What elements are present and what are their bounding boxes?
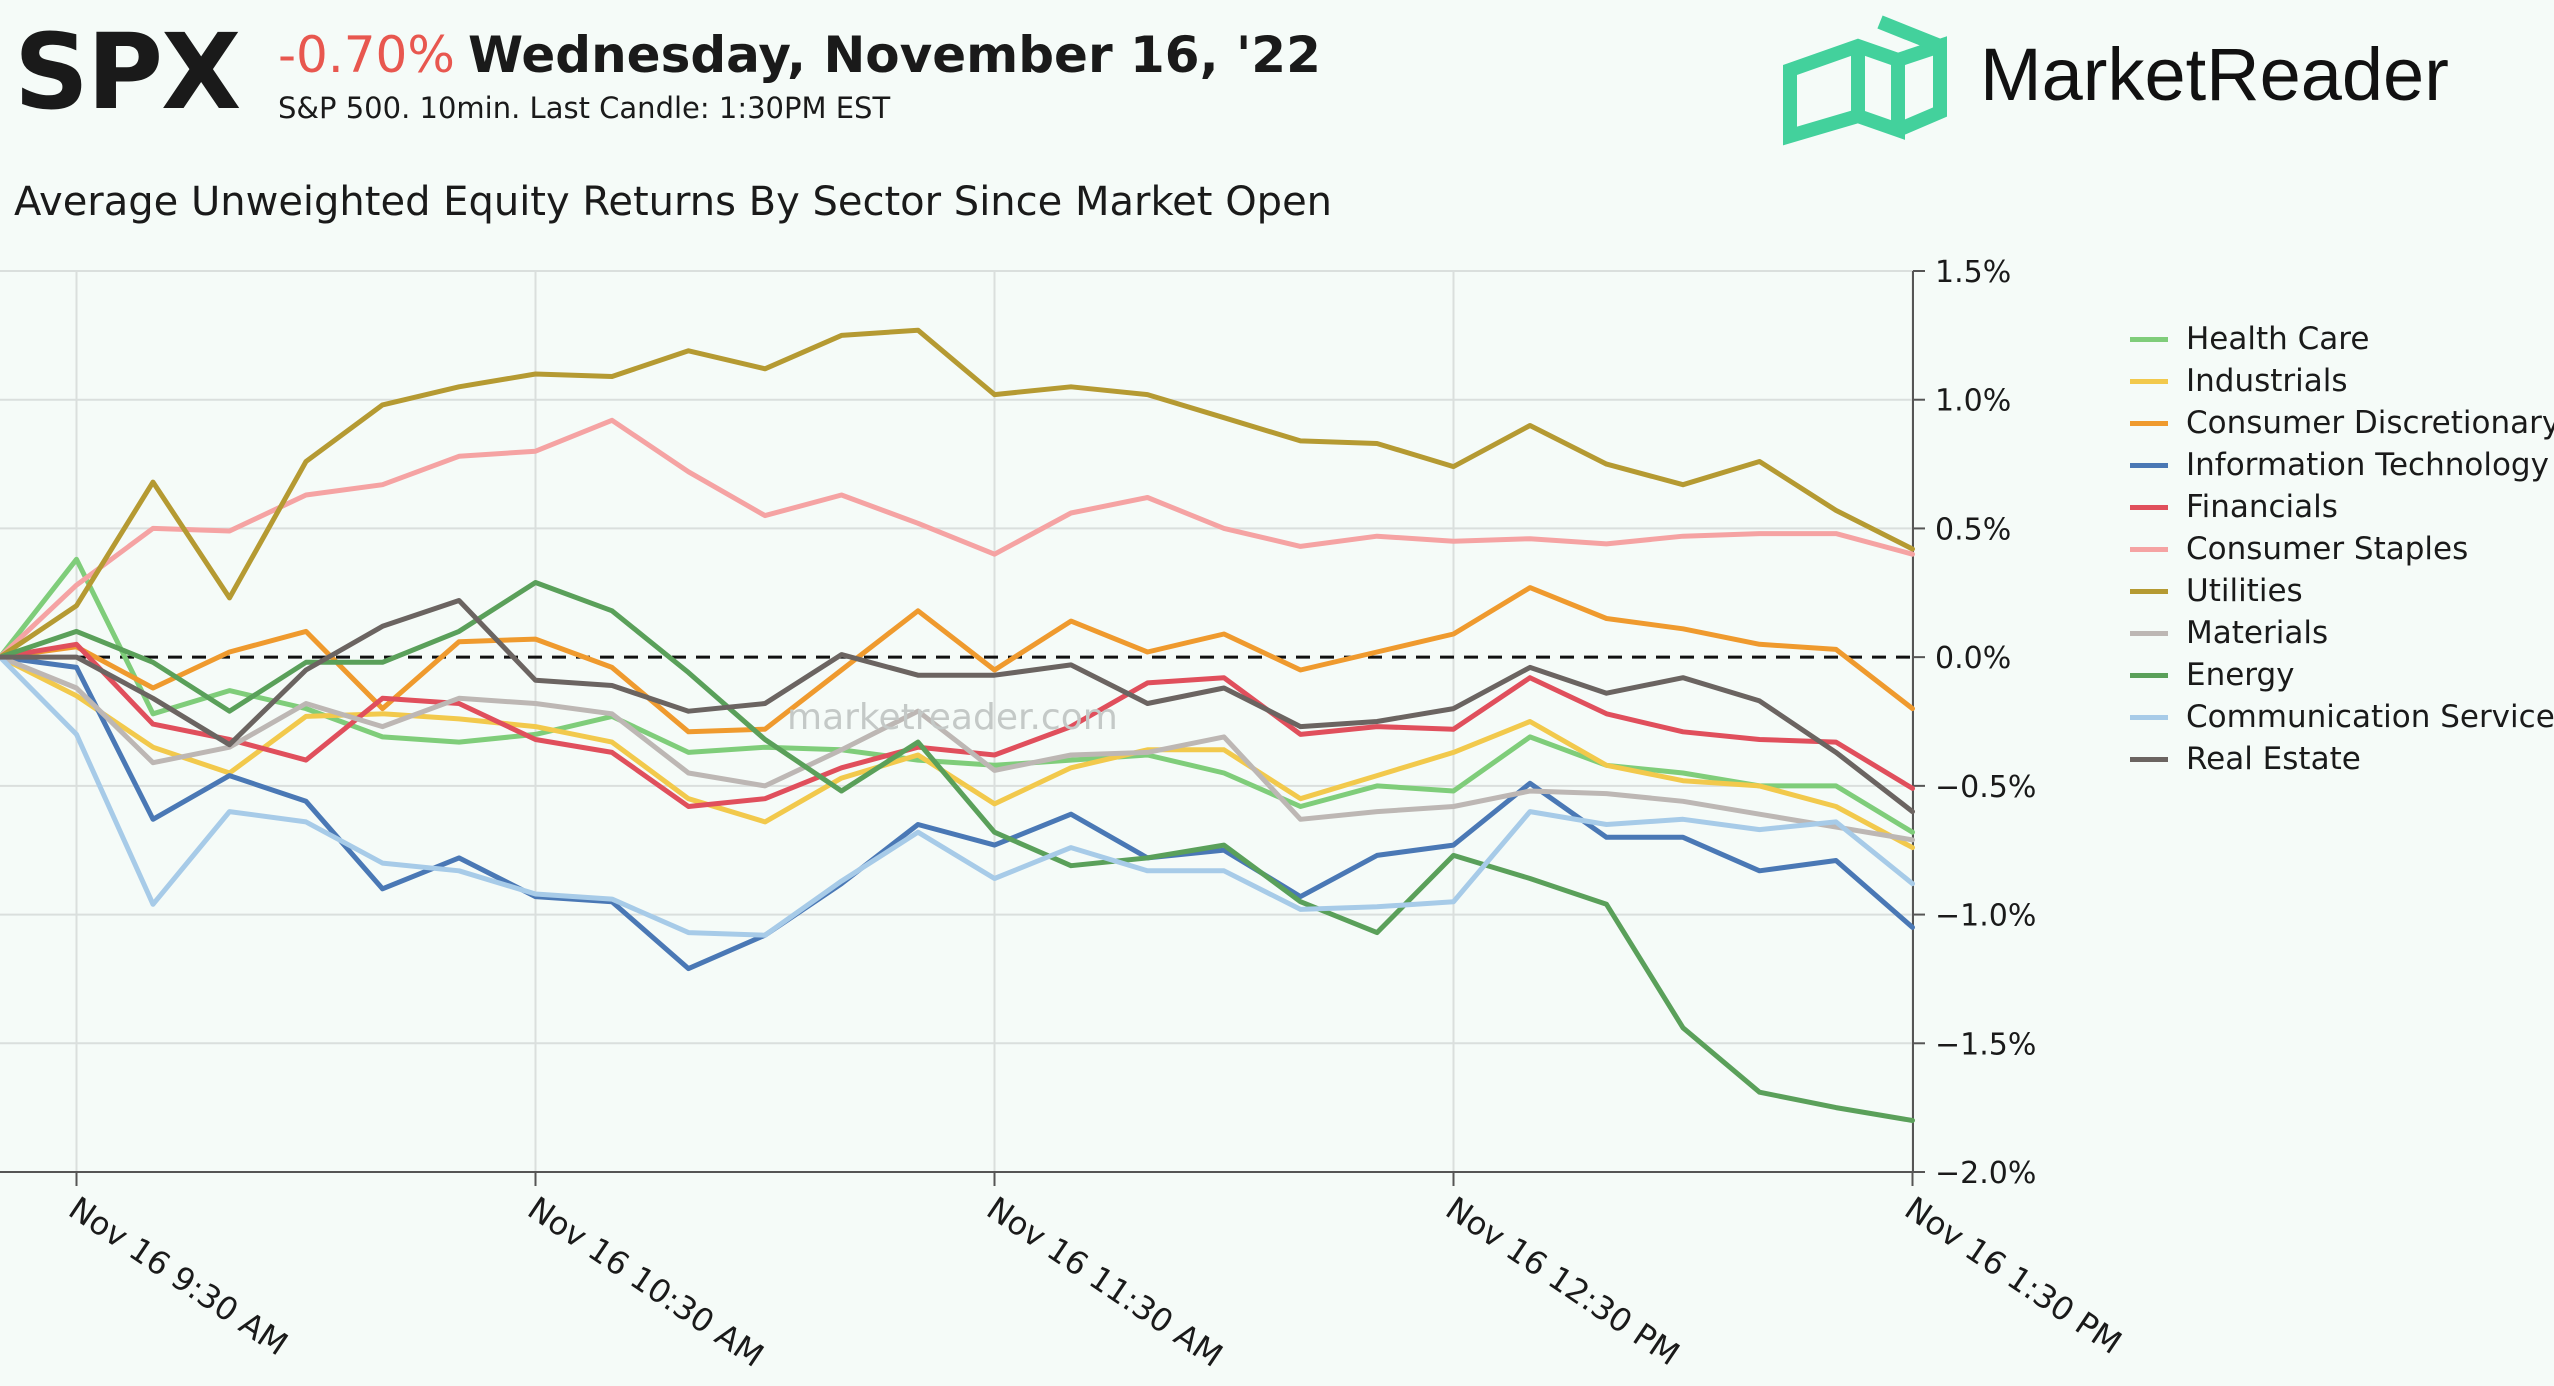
legend-swatch	[2130, 504, 2168, 510]
series-line-financials	[0, 641, 1915, 809]
legend-swatch	[2130, 756, 2168, 762]
legend-swatch	[2130, 546, 2168, 552]
chart-legend: Health Care Industrials Consumer Discretio…	[2130, 318, 2554, 780]
series-line-utilities	[0, 327, 1915, 660]
legend-label: Utilities	[2186, 572, 2303, 609]
legend-label: Health Care	[2186, 320, 2370, 357]
percent-change: -0.70%	[278, 26, 455, 84]
legend-item-health-care: Health Care	[2130, 318, 2554, 360]
y-tick-label: −1.0%	[1935, 899, 2036, 934]
legend-label: Materials	[2186, 614, 2329, 651]
legend-swatch	[2130, 588, 2168, 594]
legend-swatch	[2130, 378, 2168, 384]
legend-item-real-estate: Real Estate	[2130, 738, 2554, 780]
y-tick-label: 1.5%	[1935, 255, 2011, 290]
legend-label: Information Technology	[2186, 446, 2549, 483]
x-tick-label: Nov 16 12:30 PM	[1439, 1189, 1686, 1373]
legend-swatch	[2130, 420, 2168, 426]
watermark: marketreader.com	[787, 697, 1118, 738]
legend-swatch	[2130, 672, 2168, 678]
y-tick-label: −1.5%	[1935, 1027, 2036, 1062]
x-tick-label: Nov 16 11:30 AM	[980, 1189, 1230, 1375]
legend-label: Communication Services	[2186, 698, 2554, 735]
legend-swatch	[2130, 462, 2168, 468]
y-tick-label: 0.5%	[1935, 512, 2011, 547]
legend-swatch	[2130, 714, 2168, 720]
legend-item-financials: Financials	[2130, 486, 2554, 528]
legend-item-materials: Materials	[2130, 612, 2554, 654]
y-tick-label: 1.0%	[1935, 384, 2011, 419]
series-line-real-estate	[0, 598, 1915, 815]
x-tick-label: Nov 16 10:30 AM	[521, 1189, 771, 1375]
legend-item-consumer-staples: Consumer Staples	[2130, 528, 2554, 570]
chart-title: Average Unweighted Equity Returns By Sec…	[14, 179, 1333, 225]
y-tick-label: −2.0%	[1935, 1156, 2036, 1191]
legend-item-utilities: Utilities	[2130, 570, 2554, 612]
legend-item-energy: Energy	[2130, 654, 2554, 696]
series-line-health-care	[0, 556, 1915, 835]
series-line-energy	[0, 580, 1915, 1123]
legend-item-industrials: Industrials	[2130, 360, 2554, 402]
y-tick-label: −0.5%	[1935, 770, 2036, 805]
legend-label: Industrials	[2186, 362, 2348, 399]
legend-label: Consumer Discretionary	[2186, 404, 2554, 441]
series-line-consumer-staples	[0, 417, 1915, 660]
series-line-industrials	[0, 654, 1915, 851]
legend-label: Consumer Staples	[2186, 530, 2469, 567]
legend-item-communication-services: Communication Services	[2130, 696, 2554, 738]
series-line-communication-services	[0, 654, 1915, 938]
legend-swatch	[2130, 336, 2168, 342]
legend-swatch	[2130, 630, 2168, 636]
legend-label: Energy	[2186, 656, 2295, 693]
x-tick-label: Nov 16 9:30 AM	[62, 1189, 295, 1363]
legend-item-consumer-discretionary: Consumer Discretionary	[2130, 402, 2554, 444]
series-line-materials	[0, 654, 1915, 843]
legend-label: Real Estate	[2186, 740, 2361, 777]
brand-name: MarketReader	[1980, 33, 2449, 116]
legend-label: Financials	[2186, 488, 2338, 525]
chart-subtitle: S&P 500. 10min. Last Candle: 1:30PM EST	[278, 91, 891, 125]
series-line-information-technology	[0, 654, 1915, 972]
y-tick-label: 0.0%	[1935, 641, 2011, 676]
x-tick-label: Nov 16 1:30 PM	[1898, 1189, 2129, 1362]
session-date: Wednesday, November 16, '22	[468, 26, 1321, 84]
series-line-consumer-discretionary	[0, 585, 1915, 735]
legend-item-information-technology: Information Technology	[2130, 444, 2554, 486]
ticker-symbol: SPX	[14, 11, 241, 133]
marketreader-logo-icon	[1783, 15, 1947, 146]
